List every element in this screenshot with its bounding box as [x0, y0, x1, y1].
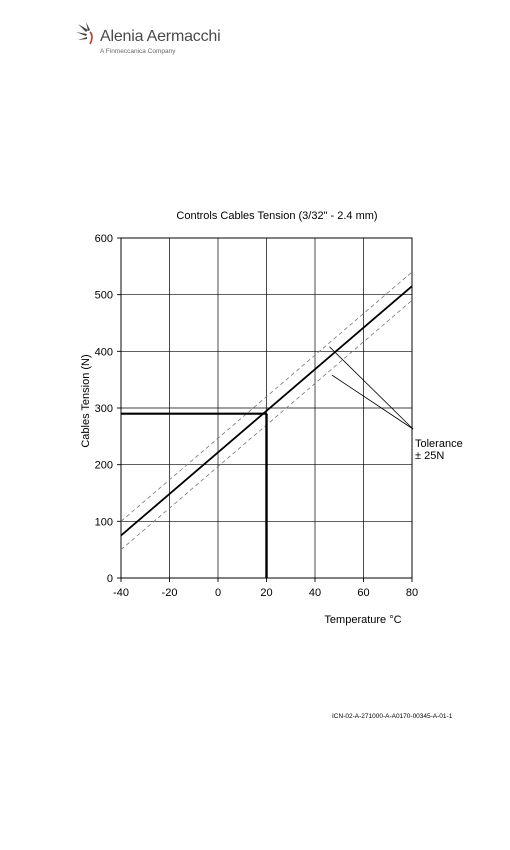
y-tick-label: 600: [95, 233, 113, 245]
annotation-pointer: [329, 346, 414, 430]
x-tick-label: 40: [309, 587, 321, 599]
brand-tagline: A Finmeccanica Company: [100, 48, 176, 55]
alenia-logo-icon: [76, 22, 93, 45]
y-axis-label: Cables Tension (N): [80, 354, 92, 447]
annotation-pointer: [331, 374, 414, 430]
x-tick-label: 80: [406, 587, 418, 599]
x-tick-label: -40: [113, 587, 129, 599]
y-tick-label: 100: [95, 516, 113, 528]
x-tick-label: 20: [260, 587, 272, 599]
y-tick-label: 0: [107, 573, 113, 585]
annotation-label: ± 25N: [415, 450, 444, 462]
y-tick-label: 200: [95, 460, 113, 472]
company-logo: Alenia Aermacchi A Finmeccanica Company: [74, 18, 234, 60]
x-tick-label: 0: [215, 587, 221, 599]
tension-line: [120, 285, 413, 537]
tick-labels: -40 -20 0 20 40 60 80 0 100 200 300 400 500 600: [95, 233, 418, 599]
annotation-label: Tolerance: [415, 438, 463, 450]
reference-lines: [121, 412, 268, 578]
x-axis-label: Temperature °C: [324, 614, 401, 626]
y-tick-label: 300: [95, 403, 113, 415]
tolerance-line: [120, 271, 413, 522]
tolerance-annotation: Tolerance± 25N: [329, 346, 463, 462]
brand-name: Alenia Aermacchi: [100, 28, 221, 45]
chart-title: Controls Cables Tension (3/32" - 2.4 mm): [176, 210, 377, 222]
x-tick-label: -20: [162, 587, 178, 599]
y-tick-label: 400: [95, 346, 113, 358]
chart-grid: [117, 237, 413, 582]
document-code: ICN-02-A-271000-A-A0170-00345-A-01-1: [332, 713, 453, 720]
x-tick-label: 60: [357, 587, 369, 599]
y-tick-label: 500: [95, 290, 113, 302]
